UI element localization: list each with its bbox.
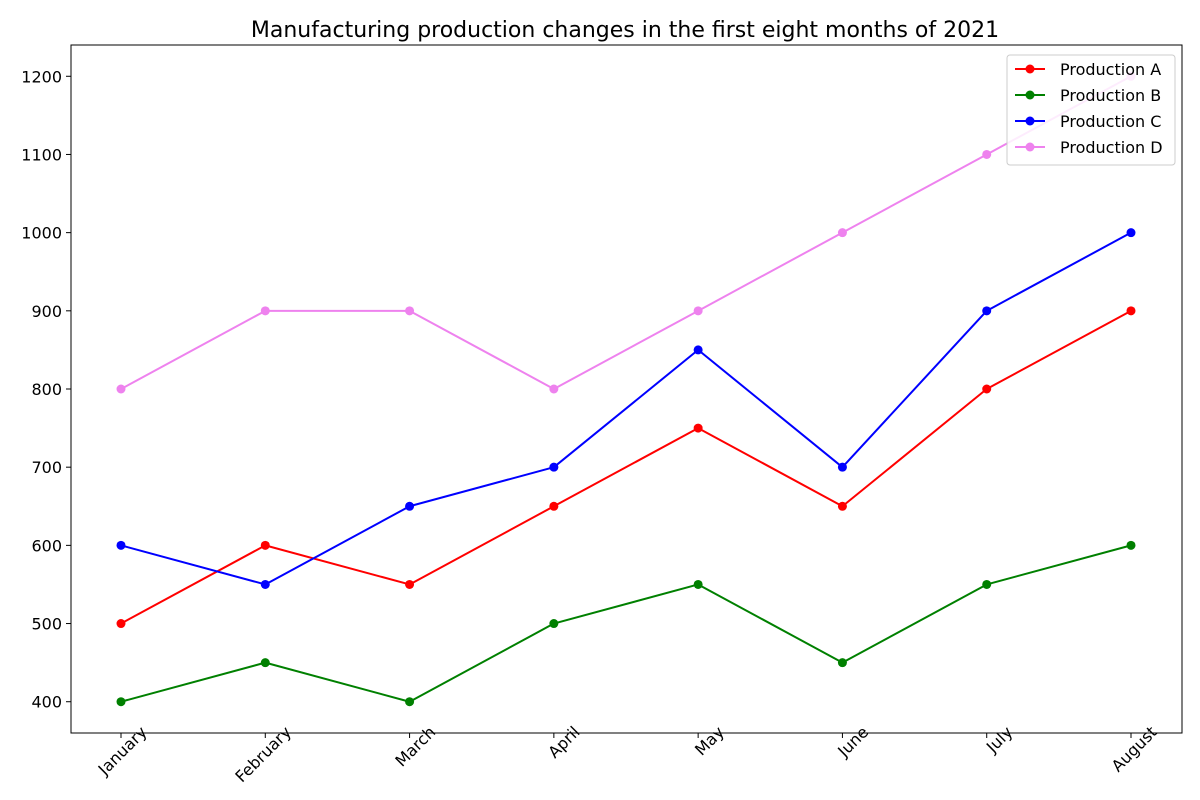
- y-tick-label: 700: [31, 458, 62, 477]
- data-point: [549, 619, 559, 629]
- data-point: [693, 345, 703, 355]
- data-point: [549, 384, 559, 394]
- data-point: [982, 579, 992, 589]
- data-point: [116, 384, 126, 394]
- legend-label: Production D: [1060, 138, 1163, 157]
- x-tick-label: May: [691, 722, 728, 759]
- data-point: [549, 501, 559, 511]
- legend-label: Production A: [1060, 60, 1161, 79]
- series-2: [116, 540, 1136, 707]
- data-point: [116, 697, 126, 707]
- data-point: [982, 384, 992, 394]
- data-point: [405, 501, 415, 511]
- data-point: [549, 462, 559, 472]
- y-axis: 400 500 600 700 800 900 1000 1100 1200: [21, 67, 71, 712]
- series-line: [120, 309, 1132, 625]
- legend-swatch-marker: [1025, 142, 1035, 152]
- data-point: [1126, 306, 1136, 316]
- legend-swatch-marker: [1025, 64, 1035, 74]
- series-4: [116, 71, 1136, 394]
- data-point: [260, 658, 270, 668]
- legend-swatch-marker: [1025, 116, 1035, 126]
- data-point: [260, 579, 270, 589]
- data-point: [837, 658, 847, 668]
- x-tick-label: June: [833, 722, 872, 761]
- data-point: [260, 540, 270, 550]
- y-tick-label: 500: [31, 615, 62, 634]
- data-point: [837, 501, 847, 511]
- series-layer: [116, 71, 1136, 707]
- y-tick-label: 400: [31, 693, 62, 712]
- data-point: [405, 306, 415, 316]
- y-tick-label: 1200: [21, 67, 62, 86]
- data-point: [982, 149, 992, 159]
- data-point: [693, 423, 703, 433]
- data-point: [116, 619, 126, 629]
- x-tick-label: April: [544, 722, 583, 761]
- data-point: [1126, 228, 1136, 238]
- data-point: [837, 462, 847, 472]
- x-tick-label: July: [982, 722, 1016, 756]
- y-tick-label: 600: [31, 536, 62, 555]
- series-1: [116, 306, 1136, 629]
- legend-label: Production B: [1060, 86, 1161, 105]
- data-point: [693, 306, 703, 316]
- x-axis: January February March April May June July Augu…: [94, 722, 1161, 786]
- data-point: [405, 579, 415, 589]
- x-tick-label: February: [231, 722, 295, 786]
- chart-title: Manufacturing production changes in the …: [251, 18, 999, 43]
- data-point: [837, 228, 847, 238]
- legend-item: Production B: [1015, 86, 1161, 105]
- y-tick-label: 1100: [21, 145, 62, 164]
- y-tick-label: 900: [31, 302, 62, 321]
- series-3: [116, 228, 1136, 589]
- series-line: [120, 75, 1132, 390]
- y-tick-label: 1000: [21, 224, 62, 243]
- data-point: [1126, 540, 1136, 550]
- series-line: [120, 544, 1132, 703]
- data-point: [116, 540, 126, 550]
- legend-swatch-marker: [1025, 90, 1035, 100]
- x-tick-label: January: [94, 722, 151, 779]
- legend-item: Production C: [1015, 112, 1161, 131]
- data-point: [405, 697, 415, 707]
- data-point: [260, 306, 270, 316]
- legend-item: Production D: [1015, 138, 1163, 157]
- data-point: [693, 579, 703, 589]
- legend-label: Production C: [1060, 112, 1161, 131]
- data-point: [982, 306, 992, 316]
- legend-item: Production A: [1015, 60, 1161, 79]
- y-tick-label: 800: [31, 380, 62, 399]
- x-tick-label: March: [391, 722, 439, 770]
- series-line: [120, 231, 1132, 586]
- legend: Production A Production B Production C Prod…: [1006, 54, 1176, 166]
- legend-box: [1006, 54, 1176, 166]
- x-tick-label: August: [1108, 722, 1161, 775]
